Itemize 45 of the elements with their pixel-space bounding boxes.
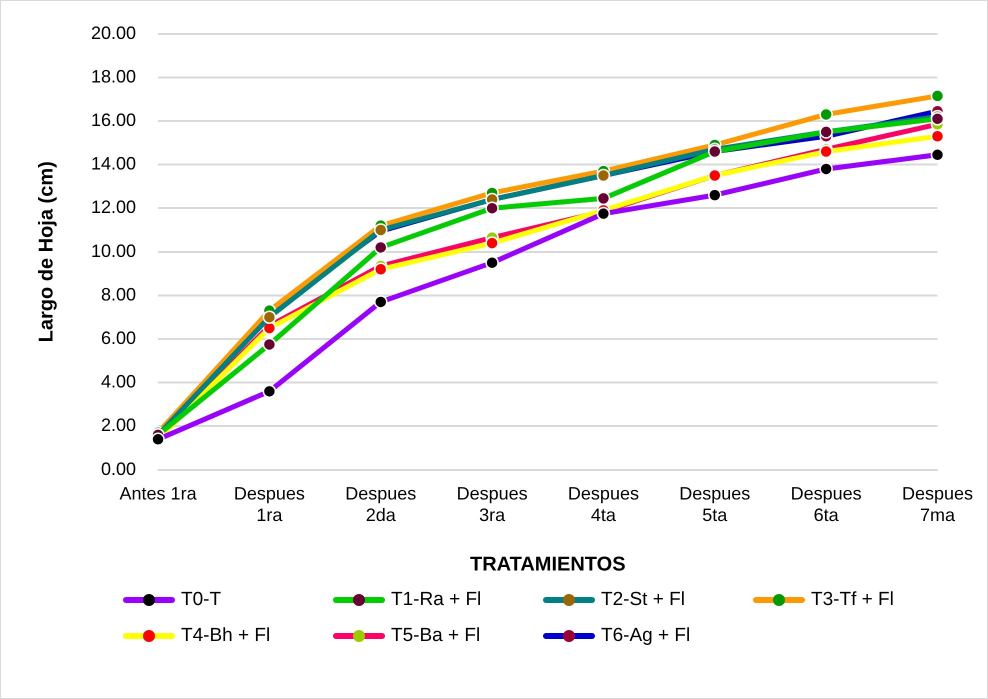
- x-tick-label: Despues 6ta: [790, 484, 862, 526]
- point: [262, 310, 276, 324]
- legend-label: T0-T: [181, 589, 222, 611]
- legend-label: T5-Ba + Fl: [391, 625, 480, 647]
- point: [819, 162, 833, 176]
- x-axis-title: TRATAMIENTOS: [470, 554, 626, 576]
- point: [262, 338, 276, 352]
- legend-label: T3-Tf + Fl: [811, 589, 894, 611]
- point: [930, 89, 944, 103]
- y-tick-label: 12.00: [90, 197, 136, 218]
- legend-label: T2-St + Fl: [601, 589, 685, 611]
- x-tick-label: Despues 4ta: [568, 484, 639, 526]
- x-tick-label: Antes 1ra: [120, 484, 198, 504]
- legend-label: T4-Bh + Fl: [181, 625, 270, 647]
- point: [930, 148, 944, 162]
- y-tick-label: 10.00: [90, 240, 136, 261]
- point: [596, 192, 610, 206]
- y-tick-label: 16.00: [90, 110, 136, 130]
- point: [485, 256, 499, 270]
- y-tick-label: 4.00: [100, 372, 136, 392]
- x-tick-label: Despues 2da: [345, 484, 416, 526]
- y-tick-label: 6.00: [100, 328, 136, 348]
- point: [485, 236, 499, 250]
- x-tick-label: Despues 1ra: [234, 484, 305, 526]
- point: [374, 262, 388, 276]
- x-tick-label: Despues 7ma: [902, 484, 973, 526]
- x-tick-label: Despues 3ra: [456, 484, 528, 526]
- point: [262, 384, 276, 398]
- y-tick-label: 18.00: [90, 66, 136, 86]
- y-tick-label: 20.00: [90, 22, 136, 43]
- point: [930, 130, 944, 144]
- y-tick-label: 2.00: [100, 415, 136, 436]
- point: [819, 108, 833, 122]
- y-tick-label: 14.00: [90, 154, 136, 174]
- point: [708, 188, 722, 202]
- x-tick-label: Despues 5ta: [679, 484, 750, 526]
- point: [374, 240, 388, 254]
- y-tick-label: 8.00: [100, 284, 136, 304]
- legend-label: T1-Ra + Fl: [391, 589, 482, 611]
- point: [485, 201, 499, 215]
- legend-label: T6-Ag + Fl: [601, 625, 690, 647]
- point: [374, 295, 388, 309]
- y-axis-title: Largo de Hoja (cm): [36, 161, 58, 342]
- y-tick-label: 0.00: [100, 458, 136, 479]
- point: [930, 112, 944, 126]
